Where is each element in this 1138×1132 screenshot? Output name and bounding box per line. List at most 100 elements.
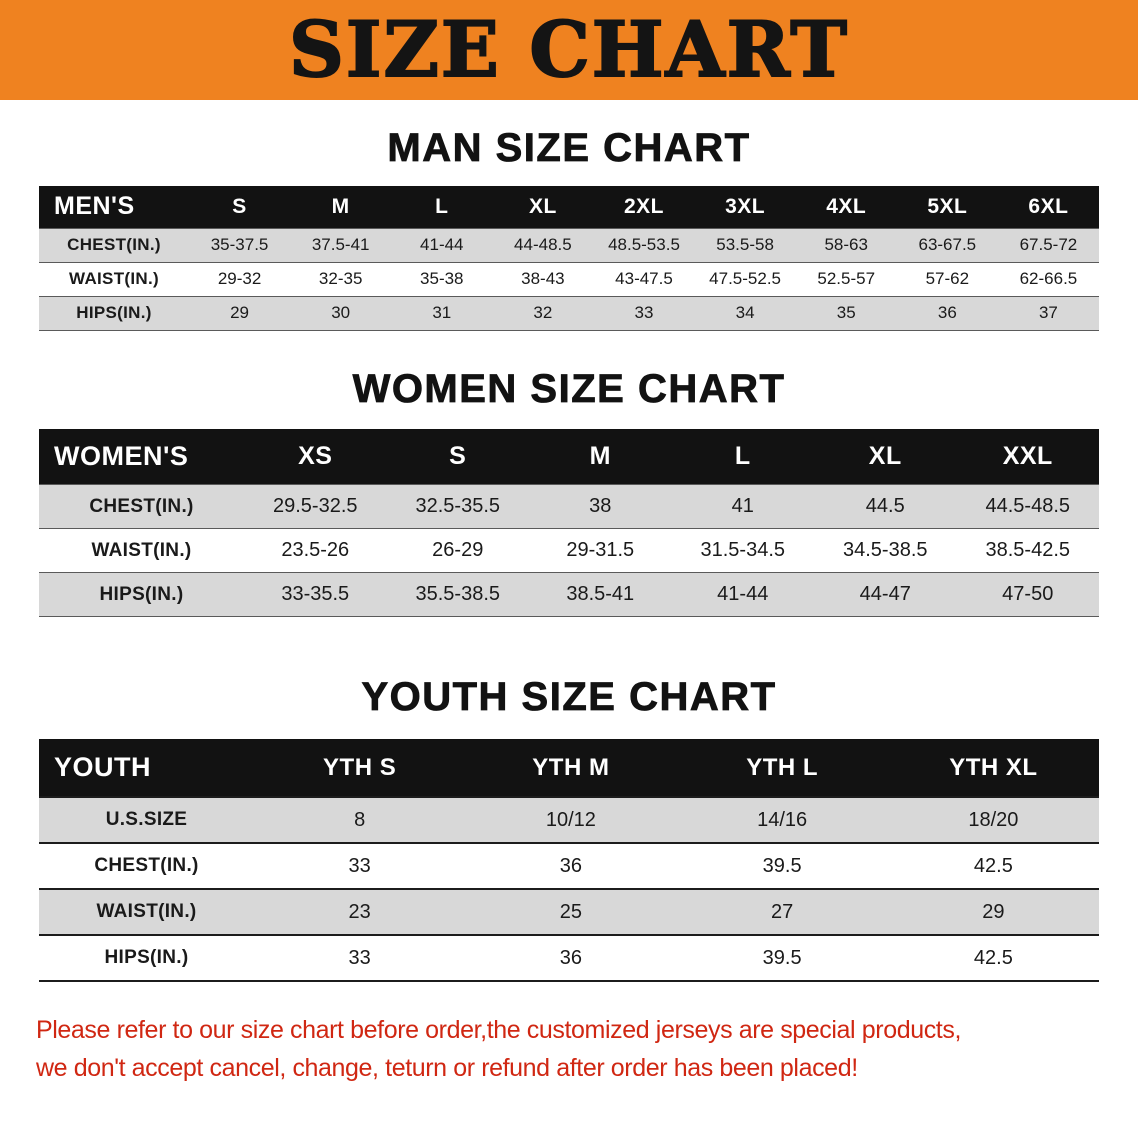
size-column-header: YTH XL (887, 739, 1099, 797)
size-value-cell: 34 (735, 303, 755, 322)
size-value-cell: 26-29 (432, 539, 484, 561)
table-body: CHEST(IN.) 35-37.5 37.5-41 41-44 44-48.5 48.5… (39, 228, 1099, 330)
size-value-cell: 29 (982, 900, 1005, 923)
size-column-header: S (386, 428, 529, 485)
table-body: U.S.SIZE 8 10/12 14/16 18/20 CHEST(IN.) 33 36 39… (39, 797, 1099, 981)
size-value-cell: 10/12 (545, 808, 596, 831)
size-column-header: 5XL (896, 186, 998, 228)
size-value-cell: 33 (348, 854, 371, 877)
size-value-cell: 38.5-41 (566, 583, 635, 605)
row-label-cell: HIPS(IN.) (76, 303, 152, 322)
size-value-cell: 36 (559, 946, 582, 969)
size-column-header: M (290, 186, 392, 228)
size-value-cell: 67.5-72 (1019, 235, 1078, 254)
table-title-cell: YOUTH (39, 739, 254, 797)
table-row: HIPS(IN.) 33-35.5 35.5-38.5 38.5-41 41-44 44-… (39, 572, 1099, 617)
size-value-cell: 38 (589, 495, 612, 517)
youth-size-section: YOUTH SIZE CHART YOUTH YTH S YTH M YTH L YTH… (0, 675, 1138, 982)
table-title-cell: MEN'S (39, 186, 189, 228)
size-value-cell: 53.5-58 (716, 235, 774, 254)
size-column-header: L (671, 428, 814, 485)
table-row: WAIST(IN.) 23.5-26 26-29 29-31.5 31.5-34.5 34… (39, 528, 1099, 573)
size-value-cell: 39.5 (762, 854, 802, 877)
size-value-cell: 35-37.5 (210, 235, 269, 254)
size-value-cell: 44.5 (865, 495, 905, 517)
size-value-cell: 58-63 (824, 235, 868, 254)
table-head: WOMEN'S XS S M L XL XXL (39, 428, 1099, 485)
disclaimer-line-1: Please refer to our size chart before or… (36, 1016, 961, 1044)
row-label-cell: WAIST(IN.) (69, 269, 159, 288)
size-value-cell: 39.5 (762, 946, 802, 969)
row-label-cell: HIPS(IN.) (99, 583, 184, 605)
size-column-header: YTH S (254, 739, 466, 797)
size-value-cell: 36 (559, 854, 582, 877)
man-size-table: MEN'S S M L XL 2XL 3XL 4XL 5XL 6XL CHEST(IN.) 35-37… (39, 186, 1099, 331)
row-label-cell: CHEST(IN.) (89, 495, 194, 517)
size-value-cell: 44-48.5 (514, 235, 572, 254)
page-title: SIZE CHART (288, 5, 849, 94)
size-value-cell: 41-44 (717, 583, 769, 605)
size-chart-page: SIZE CHART MAN SIZE CHART MEN'S S M L XL 2XL 3… (0, 0, 1138, 1087)
size-value-cell: 52.5-57 (817, 269, 876, 288)
size-value-cell: 57-62 (925, 269, 970, 288)
man-size-section: MAN SIZE CHART MEN'S S M L XL 2XL 3XL 4XL 5XL 6XL… (0, 126, 1138, 331)
size-column-header: XS (244, 428, 387, 485)
man-chart-heading: MAN SIZE CHART (387, 126, 751, 171)
youth-chart-heading: YOUTH SIZE CHART (361, 675, 777, 720)
size-value-cell: 35 (836, 303, 856, 322)
women-size-table: WOMEN'S XS S M L XL XXL CHEST(IN.) 29.5-32.5 32.5… (39, 428, 1099, 618)
size-value-cell: 44-47 (859, 583, 911, 605)
size-value-cell: 29-31.5 (566, 539, 635, 561)
size-value-cell: 63-67.5 (918, 235, 977, 254)
table-head: MEN'S S M L XL 2XL 3XL 4XL 5XL 6XL (39, 186, 1099, 228)
size-column-header: XL (814, 428, 957, 485)
table-row: CHEST(IN.) 33 36 39.5 42.5 (39, 843, 1099, 889)
table-header-row: MEN'S S M L XL 2XL 3XL 4XL 5XL 6XL (39, 186, 1099, 228)
size-value-cell: 25 (559, 900, 582, 923)
size-value-cell: 42.5 (973, 854, 1013, 877)
size-column-header: XXL (956, 428, 1099, 485)
size-value-cell: 36 (937, 303, 957, 322)
size-value-cell: 23.5-26 (281, 539, 350, 561)
table-row: CHEST(IN.) 29.5-32.5 32.5-35.5 38 41 44.5 44.5… (39, 484, 1099, 529)
size-value-cell: 47-50 (1002, 583, 1054, 605)
disclaimer-text: Please refer to our size chart before or… (36, 1012, 1102, 1087)
size-value-cell: 41 (731, 495, 754, 517)
table-row: WAIST(IN.) 29-32 32-35 35-38 38-43 43-47.5 47.… (39, 262, 1099, 296)
size-value-cell: 8 (354, 808, 366, 831)
size-column-header: 4XL (795, 186, 897, 228)
row-label-cell: CHEST(IN.) (67, 235, 161, 254)
size-value-cell: 37 (1038, 303, 1058, 322)
size-value-cell: 37.5-41 (311, 235, 370, 254)
size-value-cell: 33 (348, 946, 371, 969)
table-row: HIPS(IN.) 29 30 31 32 33 34 35 36 37 (39, 296, 1099, 330)
size-column-header: 2XL (593, 186, 695, 228)
table-header-row: YOUTH YTH S YTH M YTH L YTH XL (39, 739, 1099, 797)
size-column-header: XL (492, 186, 594, 228)
size-value-cell: 48.5-53.5 (608, 235, 680, 254)
size-value-cell: 38-43 (521, 269, 565, 288)
size-value-cell: 33-35.5 (281, 583, 350, 605)
size-value-cell: 34.5-38.5 (842, 539, 928, 561)
table-header-row: WOMEN'S XS S M L XL XXL (39, 428, 1099, 485)
size-column-header: L (391, 186, 493, 228)
women-size-section: WOMEN SIZE CHART WOMEN'S XS S M L XL XXL CHEST(… (0, 366, 1138, 618)
size-value-cell: 33 (634, 303, 654, 322)
size-value-cell: 31.5-34.5 (700, 539, 785, 561)
table-row: U.S.SIZE 8 10/12 14/16 18/20 (39, 797, 1099, 843)
table-row: WAIST(IN.) 23 25 27 29 (39, 889, 1099, 935)
youth-size-table: YOUTH YTH S YTH M YTH L YTH XL U.S.SIZE 8 10/12… (39, 739, 1099, 982)
size-value-cell: 29-32 (217, 269, 262, 288)
row-label-cell: U.S.SIZE (105, 809, 188, 830)
size-value-cell: 31 (432, 303, 452, 322)
size-value-cell: 41-44 (420, 235, 464, 254)
size-value-cell: 47.5-52.5 (709, 269, 782, 288)
table-head: YOUTH YTH S YTH M YTH L YTH XL (39, 739, 1099, 797)
table-title-cell: WOMEN'S (39, 428, 244, 485)
size-value-cell: 32 (533, 303, 553, 322)
size-column-header: YTH L (676, 739, 888, 797)
table-row: HIPS(IN.) 33 36 39.5 42.5 (39, 935, 1099, 981)
size-value-cell: 30 (331, 303, 351, 322)
size-value-cell: 29 (230, 303, 250, 322)
table-body: CHEST(IN.) 29.5-32.5 32.5-35.5 38 41 44.5 44.5… (39, 484, 1099, 617)
